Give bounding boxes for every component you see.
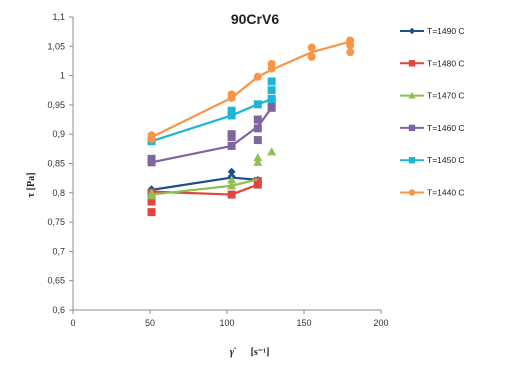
- series-t-1460-c: [147, 97, 276, 167]
- y-axis-label: τ [Pa]: [26, 173, 37, 198]
- data-point: [227, 167, 236, 176]
- legend-marker: [408, 91, 416, 99]
- x-axis-label: γ̇ [s⁻¹]: [230, 347, 270, 358]
- data-point: [253, 72, 262, 81]
- data-point: [227, 106, 236, 115]
- data-point: [307, 52, 316, 61]
- x-tick-label: 150: [296, 318, 311, 328]
- data-point: [147, 188, 157, 197]
- x-axis-label-symbol: γ̇: [230, 347, 236, 358]
- series-t-1490-c: [147, 167, 262, 202]
- y-tick-label: 0,6: [52, 305, 65, 315]
- legend-label: T=1460 C: [427, 123, 465, 133]
- y-tick-label: 0,75: [47, 217, 65, 227]
- y-tick-label: 0,9: [52, 129, 65, 139]
- series-t-1440-c: [147, 36, 355, 143]
- y-tick-label: 0,65: [47, 276, 65, 286]
- series-line: [151, 107, 273, 164]
- x-tick-label: 50: [145, 318, 155, 328]
- data-point: [267, 147, 277, 156]
- data-point: [253, 136, 262, 145]
- legend-item: T=1480 C: [400, 58, 465, 68]
- data-point: [346, 36, 355, 45]
- data-point: [147, 154, 156, 163]
- data-point: [267, 77, 276, 86]
- legend-marker: [408, 60, 416, 67]
- data-point: [147, 197, 156, 206]
- legend-label: T=1490 C: [427, 26, 465, 36]
- axes: [72, 17, 381, 311]
- y-tick-label: 1: [60, 71, 65, 81]
- x-tick-label: 200: [373, 318, 388, 328]
- x-tick-label: 100: [219, 318, 234, 328]
- legend: T=1490 C T=1480 C T=1470 C T=1460 C T=1450 C…: [400, 26, 465, 198]
- y-tick-label: 1,1: [52, 12, 65, 22]
- series-line: [151, 98, 273, 143]
- legend-item: T=1440 C: [400, 188, 465, 198]
- x-ticks: 0 50 100 150 200: [70, 310, 389, 328]
- legend-item: T=1460 C: [400, 123, 465, 133]
- legend-item: T=1470 C: [400, 91, 465, 101]
- data-point: [253, 177, 262, 186]
- legend-item: T=1490 C: [400, 26, 465, 36]
- data-point: [307, 43, 316, 52]
- y-tick-label: 0,95: [47, 100, 65, 110]
- data-point: [253, 157, 263, 166]
- legend-item: T=1450 C: [400, 155, 465, 165]
- data-point: [227, 190, 236, 199]
- x-tick-label: 0: [70, 318, 75, 328]
- data-point: [267, 95, 276, 104]
- x-axis-label-unit: [s⁻¹]: [251, 347, 270, 358]
- legend-label: T=1480 C: [427, 58, 465, 68]
- legend-marker: [408, 157, 416, 164]
- data-point: [227, 90, 236, 99]
- data-point: [267, 86, 276, 95]
- legend-marker: [408, 27, 416, 35]
- data-point: [227, 175, 237, 184]
- data-point: [253, 115, 262, 124]
- legend-label: T=1440 C: [427, 188, 465, 198]
- legend-label: T=1450 C: [427, 155, 465, 165]
- series-line: [151, 40, 351, 139]
- data-point: [253, 124, 262, 133]
- y-tick-label: 1,05: [47, 41, 65, 51]
- data-point: [227, 141, 236, 150]
- y-tick-label: 0,8: [52, 188, 65, 198]
- legend-marker: [408, 124, 416, 132]
- legend-marker: [408, 189, 416, 196]
- data-point: [227, 130, 236, 139]
- y-tick-label: 0,7: [52, 246, 65, 256]
- data-point: [267, 59, 276, 68]
- chart-title: 90CrV6: [231, 11, 279, 27]
- data-point: [147, 208, 156, 217]
- series-t-1450-c: [147, 77, 276, 146]
- data-point: [253, 153, 263, 162]
- data-point: [346, 48, 355, 57]
- data-point: [253, 100, 262, 109]
- series-t-1470-c: [147, 147, 277, 200]
- data-point: [227, 111, 236, 120]
- series-layer: [147, 36, 355, 217]
- data-point: [147, 131, 156, 140]
- y-ticks: 0,6 0,65 0,7 0,75 0,8 0,85 0,9 0,95 1 1,05 1,1: [47, 12, 73, 315]
- legend-label: T=1470 C: [427, 91, 465, 101]
- data-point: [267, 103, 276, 112]
- data-point: [227, 181, 237, 190]
- y-tick-label: 0,85: [47, 159, 65, 169]
